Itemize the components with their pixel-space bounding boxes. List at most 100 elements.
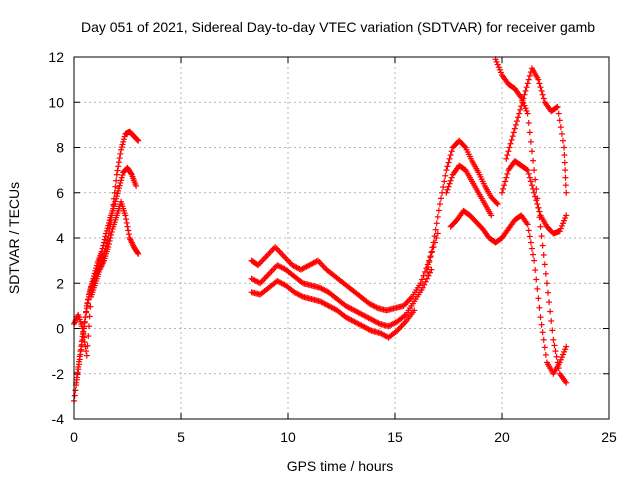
data-point-marker bbox=[536, 208, 543, 215]
data-point-marker bbox=[117, 150, 124, 157]
data-point-marker bbox=[83, 348, 90, 355]
data-point-marker bbox=[411, 307, 418, 314]
data-point-marker bbox=[79, 325, 86, 332]
data-point-marker bbox=[537, 84, 544, 91]
data-point-marker bbox=[531, 189, 538, 196]
data-point-marker bbox=[561, 217, 568, 224]
data-point-marker bbox=[562, 215, 569, 222]
data-point-marker bbox=[424, 268, 431, 275]
data-point-marker bbox=[520, 95, 527, 102]
data-point-marker bbox=[432, 226, 439, 233]
data-point-marker bbox=[508, 136, 515, 143]
data-point-marker bbox=[488, 212, 495, 219]
data-point-marker bbox=[419, 276, 426, 283]
data-point-marker bbox=[115, 163, 122, 170]
y-tick-label: 8 bbox=[56, 140, 64, 156]
data-point-marker bbox=[105, 244, 112, 251]
plot-frame bbox=[73, 56, 610, 420]
data-point-marker bbox=[517, 106, 524, 113]
data-point-marker bbox=[434, 230, 441, 237]
data-point-marker bbox=[104, 225, 111, 232]
data-point-marker bbox=[512, 121, 519, 128]
data-point-marker bbox=[128, 170, 135, 177]
data-point-marker bbox=[123, 216, 130, 223]
data-point-marker bbox=[82, 314, 89, 321]
data-point-marker bbox=[525, 227, 532, 234]
data-point-marker bbox=[494, 61, 501, 68]
data-point-marker bbox=[121, 133, 128, 140]
data-point-marker bbox=[71, 392, 78, 399]
data-point-marker bbox=[103, 230, 110, 237]
data-point-marker bbox=[554, 359, 561, 366]
data-point-marker bbox=[546, 299, 553, 306]
data-point-marker bbox=[443, 167, 450, 174]
data-point-marker bbox=[561, 152, 568, 159]
data-point-marker bbox=[112, 183, 119, 190]
data-point-marker bbox=[108, 231, 115, 238]
data-point-marker bbox=[563, 212, 570, 219]
data-point-marker bbox=[80, 330, 87, 337]
data-point-marker bbox=[113, 195, 120, 202]
data-point-marker bbox=[538, 87, 545, 94]
data-point-marker bbox=[112, 198, 119, 205]
y-tick-label: 6 bbox=[56, 185, 64, 201]
data-point-marker bbox=[113, 193, 120, 200]
data-point-marker bbox=[438, 195, 445, 202]
data-point-marker bbox=[531, 257, 538, 264]
data-point-marker bbox=[537, 314, 544, 321]
data-point-marker bbox=[430, 239, 437, 246]
data-point-marker bbox=[85, 333, 92, 340]
data-point-marker bbox=[447, 177, 454, 184]
data-point-marker bbox=[532, 267, 539, 274]
data-point-marker bbox=[101, 236, 108, 243]
data-point-marker bbox=[83, 352, 90, 359]
data-point-marker bbox=[563, 189, 570, 196]
data-point-marker bbox=[524, 80, 531, 87]
data-point-marker bbox=[434, 213, 441, 220]
data-point-marker bbox=[551, 342, 558, 349]
data-point-marker bbox=[518, 103, 525, 110]
data-point-marker bbox=[555, 365, 562, 372]
data-point-marker bbox=[105, 222, 112, 229]
data-point-marker bbox=[444, 186, 451, 193]
data-point-marker bbox=[513, 118, 520, 125]
data-point-marker bbox=[123, 219, 130, 226]
data-point-marker bbox=[448, 148, 455, 155]
data-point-marker bbox=[562, 346, 569, 353]
data-point-marker bbox=[559, 220, 566, 227]
data-point-marker bbox=[553, 104, 560, 111]
data-point-marker bbox=[80, 334, 87, 341]
data-point-marker bbox=[73, 374, 80, 381]
data-point-marker bbox=[556, 228, 563, 235]
data-point-marker bbox=[92, 267, 99, 274]
data-point-marker bbox=[75, 358, 82, 365]
data-point-marker bbox=[530, 251, 537, 258]
data-point-marker bbox=[105, 219, 112, 226]
data-point-marker bbox=[561, 159, 568, 166]
data-point-marker bbox=[111, 201, 118, 208]
data-point-marker bbox=[563, 379, 570, 386]
data-point-marker bbox=[533, 276, 540, 283]
data-point-marker bbox=[77, 348, 84, 355]
data-point-marker bbox=[134, 249, 141, 256]
data-point-marker bbox=[538, 233, 545, 240]
x-tick-label: 5 bbox=[177, 429, 185, 445]
data-point-marker bbox=[85, 323, 92, 330]
data-point-marker bbox=[503, 155, 510, 162]
data-point-marker bbox=[559, 137, 566, 144]
data-point-marker bbox=[558, 354, 565, 361]
data-point-marker bbox=[547, 308, 554, 315]
data-point-marker bbox=[106, 238, 113, 245]
data-point-marker bbox=[521, 91, 528, 98]
data-point-marker bbox=[444, 163, 451, 170]
data-point-marker bbox=[541, 344, 548, 351]
data-point-marker bbox=[563, 343, 570, 350]
data-point-marker bbox=[119, 172, 126, 179]
data-point-marker bbox=[526, 233, 533, 240]
data-point-marker bbox=[111, 189, 118, 196]
data-point-marker bbox=[505, 148, 512, 155]
data-point-marker bbox=[105, 241, 112, 248]
data-point-marker bbox=[115, 187, 122, 194]
data-point-marker bbox=[84, 342, 91, 349]
data-point-marker bbox=[88, 283, 95, 290]
